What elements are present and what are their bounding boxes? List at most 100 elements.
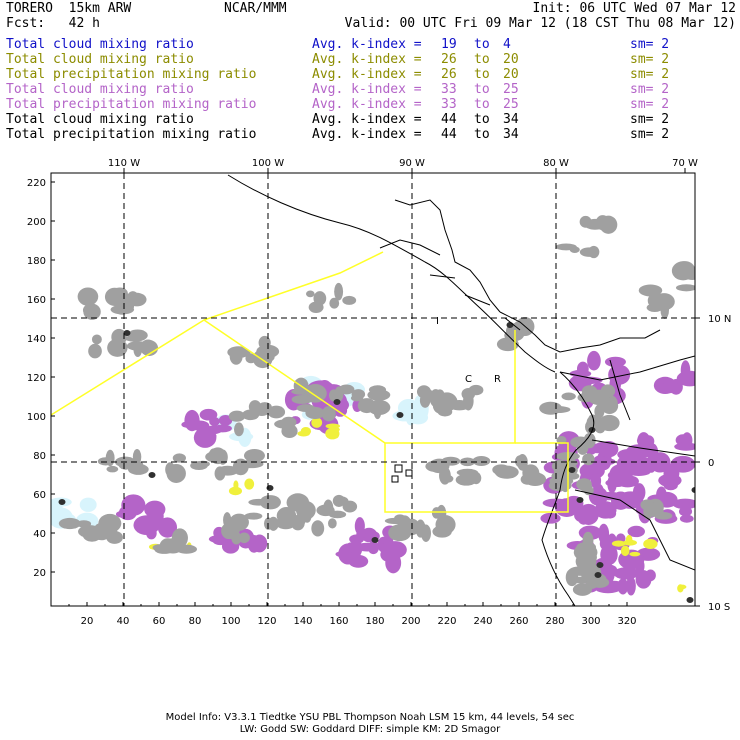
cloud-area xyxy=(328,518,337,529)
cloud-area xyxy=(647,294,659,308)
cloud-area xyxy=(233,422,244,437)
precip-region xyxy=(658,473,682,488)
legend-hi: 19 xyxy=(441,37,457,52)
organization: NCAR/MMM xyxy=(224,1,287,16)
cloud-area xyxy=(598,394,618,412)
region-north-line xyxy=(203,251,384,321)
cloud-area xyxy=(431,507,442,519)
light-cloud-area xyxy=(392,410,418,422)
cloud-area xyxy=(459,457,476,467)
legend-sm: sm= 2 xyxy=(630,97,670,112)
y-tick-label: 80 xyxy=(33,451,46,462)
axis-ticks: 110 W 100 W 90 W 80 W 70 W 10 N 0 10 S 20 40 60 80 1… xyxy=(27,158,731,627)
cloud-area xyxy=(303,511,312,523)
x-tick-label: 60 xyxy=(153,616,166,627)
cloud-area xyxy=(229,348,243,365)
legend-to: to xyxy=(474,97,490,112)
legend-index: Avg. k-index = xyxy=(312,52,422,67)
cloud-area xyxy=(58,517,81,530)
cloud-area xyxy=(579,247,599,257)
precip-region xyxy=(635,570,652,589)
lat-label: 10 N xyxy=(708,314,731,325)
cloud-area xyxy=(328,510,347,519)
legend-to: to xyxy=(474,82,490,97)
legend-index: Avg. k-index = xyxy=(312,127,422,142)
precip-region xyxy=(118,505,137,521)
init-time: Init: 06 UTC Wed 07 Mar 12 xyxy=(532,1,737,16)
cloud-area xyxy=(576,584,586,594)
cloud-area xyxy=(88,343,102,359)
legend-sm: sm= 2 xyxy=(630,52,670,67)
cloud-area xyxy=(364,405,374,413)
plot-frame xyxy=(50,172,696,607)
lat-lon-grid xyxy=(51,173,695,606)
cloud-area xyxy=(228,410,246,422)
lat-label: 10 S xyxy=(708,602,730,613)
precip-heavy-region xyxy=(629,551,641,557)
precip-region xyxy=(670,455,695,473)
cloud-area xyxy=(313,291,327,306)
cloud-area xyxy=(423,389,434,401)
x-tick-label: 320 xyxy=(617,616,636,627)
cloud-area xyxy=(89,531,110,540)
precip-region xyxy=(598,564,618,575)
cloud-area xyxy=(311,520,325,537)
cloud-area xyxy=(580,483,593,492)
lat-label: 0 xyxy=(708,458,714,469)
cloud-area xyxy=(268,516,279,531)
cloud-area xyxy=(305,406,325,420)
cloud-area xyxy=(107,338,128,357)
lon-label: 90 W xyxy=(399,158,425,169)
precip-region xyxy=(637,432,651,449)
central-america-pacific-coast xyxy=(227,174,556,373)
legend-sm: sm= 2 xyxy=(630,127,670,142)
cloud-area xyxy=(334,282,344,301)
convective-core xyxy=(396,412,404,418)
precip-heavy-region xyxy=(228,486,243,496)
cloud-area xyxy=(569,246,580,253)
precip-heavy-region xyxy=(643,538,658,549)
precip-region xyxy=(218,414,233,426)
cloud-area xyxy=(643,503,653,520)
precip-region xyxy=(146,527,157,540)
cloud-area xyxy=(582,453,595,466)
precip-region xyxy=(350,539,363,558)
legend-sm: sm= 2 xyxy=(630,67,670,82)
precip-region xyxy=(626,576,636,596)
legend-lo: 4 xyxy=(503,37,511,52)
lon-label: 80 W xyxy=(543,158,569,169)
cloud-area xyxy=(329,297,340,309)
cloud-area xyxy=(435,515,456,535)
x-tick-label: 160 xyxy=(329,616,348,627)
legend-index: Avg. k-index = xyxy=(312,97,422,112)
cloud-area xyxy=(463,391,474,411)
precip-region xyxy=(590,472,602,489)
legend-to: to xyxy=(474,127,490,142)
cloud-area xyxy=(165,462,176,477)
cloud-area xyxy=(432,397,450,415)
x-tick-label: 40 xyxy=(117,616,130,627)
cloud-area xyxy=(342,295,357,305)
y-tick-label: 40 xyxy=(33,529,46,540)
cloud-area xyxy=(77,287,99,306)
legend-lo: 25 xyxy=(503,82,519,97)
cloud-area xyxy=(118,299,135,313)
x-tick-label: 240 xyxy=(473,616,492,627)
cloud-area xyxy=(675,284,695,292)
x-tick-label: 200 xyxy=(401,616,420,627)
legend-index: Avg. k-index = xyxy=(312,112,422,127)
light-cloud-area xyxy=(229,431,254,442)
precip-region xyxy=(247,535,261,553)
legend-hi: 44 xyxy=(441,127,457,142)
convective-core xyxy=(691,487,695,493)
cloud-area xyxy=(238,532,250,544)
precip-region xyxy=(604,356,626,367)
cloud-area xyxy=(522,470,541,478)
precip-region xyxy=(613,567,639,580)
cloud-area xyxy=(332,494,346,507)
region-south-rect xyxy=(384,442,569,513)
cloud-area xyxy=(248,498,270,506)
cloud-area xyxy=(258,335,271,350)
cloud-area xyxy=(599,215,618,234)
x-tick-label: 100 xyxy=(221,616,240,627)
